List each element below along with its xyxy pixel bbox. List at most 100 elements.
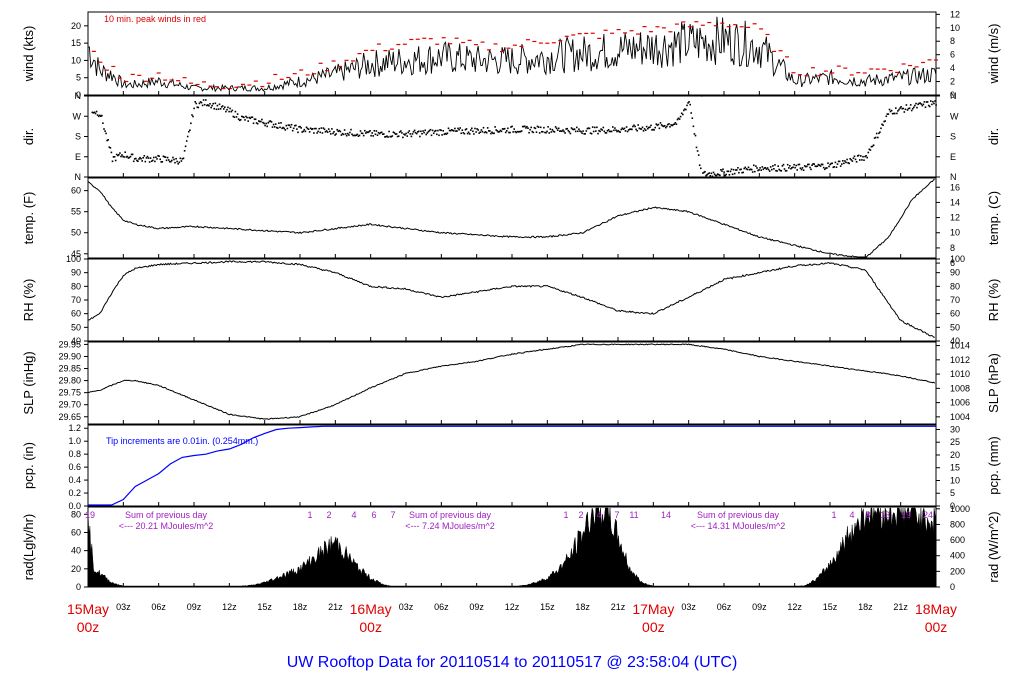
direction-point	[845, 161, 847, 164]
direction-point	[155, 156, 157, 158]
direction-point	[898, 108, 900, 111]
y-axis-label-left: wind (kts)	[21, 26, 36, 83]
direction-point	[191, 114, 193, 116]
hour-tick-label: 15z	[540, 602, 555, 612]
tick-label: 1014	[950, 341, 970, 351]
direction-point	[714, 174, 717, 177]
direction-point	[403, 133, 405, 135]
direction-point	[923, 101, 926, 103]
direction-point	[118, 154, 120, 156]
direction-point	[542, 131, 544, 133]
direction-point	[649, 126, 651, 128]
direction-point	[579, 130, 581, 132]
hourly-total: 24	[923, 510, 933, 520]
direction-point	[393, 132, 396, 134]
direction-point	[854, 158, 857, 161]
y-axis-label-right: RH (%)	[986, 279, 1001, 322]
direction-point	[809, 166, 811, 169]
direction-point	[797, 163, 800, 166]
direction-point	[435, 129, 437, 132]
hourly-total: 2	[578, 510, 583, 520]
direction-point	[352, 134, 354, 137]
direction-point	[361, 132, 364, 135]
direction-point	[528, 131, 530, 134]
hour-tick-label: 12z	[505, 602, 520, 612]
direction-point	[128, 156, 131, 159]
direction-point	[447, 127, 450, 130]
direction-point	[334, 134, 336, 136]
direction-point	[157, 154, 159, 157]
direction-point	[119, 152, 121, 154]
tick-label: 50	[71, 322, 81, 332]
direction-point	[475, 131, 477, 133]
direction-point	[744, 166, 747, 169]
tick-label: E	[75, 152, 81, 162]
direction-point	[518, 130, 521, 133]
hourly-total: 1	[563, 510, 568, 520]
direction-point	[675, 123, 678, 125]
direction-point	[543, 126, 545, 129]
direction-point	[536, 125, 539, 128]
direction-point	[214, 102, 217, 105]
tick-label: 40	[71, 546, 81, 556]
tick-label: 29.75	[58, 388, 81, 398]
direction-point	[641, 126, 644, 129]
direction-point	[277, 127, 279, 129]
direction-point	[552, 130, 555, 133]
direction-point	[298, 126, 300, 128]
direction-point	[879, 131, 881, 133]
direction-point	[141, 160, 143, 162]
direction-point	[890, 109, 893, 112]
direction-point	[926, 101, 929, 103]
direction-point	[454, 127, 456, 130]
direction-point	[405, 132, 407, 135]
direction-point	[254, 118, 257, 121]
direction-point	[596, 126, 598, 129]
y-axis-label-left: RH (%)	[21, 279, 36, 322]
direction-point	[762, 168, 765, 171]
direction-point	[601, 129, 603, 131]
direction-point	[360, 132, 363, 134]
direction-point	[621, 127, 624, 129]
tick-label: 0.2	[68, 488, 81, 498]
direction-point	[471, 127, 473, 130]
direction-point	[477, 129, 479, 131]
direction-point	[800, 168, 803, 171]
tick-label: 1006	[950, 398, 970, 408]
direction-point	[555, 127, 558, 130]
direction-point	[586, 127, 589, 130]
direction-point	[625, 126, 628, 128]
direction-point	[665, 126, 667, 129]
direction-point	[227, 106, 229, 109]
direction-point	[234, 110, 237, 113]
direction-point	[707, 172, 709, 175]
tick-label: 1.0	[68, 436, 81, 446]
direction-point	[539, 126, 542, 129]
panel-5: pcp. (in) pcp. (mm) 0.0 0.2 0.4 0.6 0.8 1.0 1.2 0…	[21, 423, 1001, 511]
direction-point	[687, 102, 689, 104]
direction-point	[407, 131, 409, 134]
direction-point	[896, 112, 898, 115]
direction-point	[462, 132, 465, 134]
direction-point	[413, 129, 416, 132]
direction-point	[389, 135, 391, 138]
direction-point	[764, 167, 767, 169]
direction-point	[384, 136, 386, 138]
tick-label: 50	[71, 228, 81, 238]
direction-point	[826, 167, 828, 169]
hour-tick-label: 03z	[681, 602, 696, 612]
tick-label: 60	[71, 527, 81, 537]
direction-point	[920, 103, 923, 105]
direction-point	[654, 126, 656, 129]
tick-label: 0	[950, 582, 955, 592]
direction-point	[795, 164, 797, 167]
direction-point	[519, 130, 522, 133]
direction-point	[96, 114, 99, 116]
direction-point	[850, 159, 853, 161]
direction-point	[184, 145, 187, 148]
direction-point	[669, 126, 671, 128]
direction-point	[120, 155, 122, 158]
direction-point	[781, 165, 784, 167]
direction-point	[424, 129, 426, 132]
direction-point	[307, 128, 310, 130]
